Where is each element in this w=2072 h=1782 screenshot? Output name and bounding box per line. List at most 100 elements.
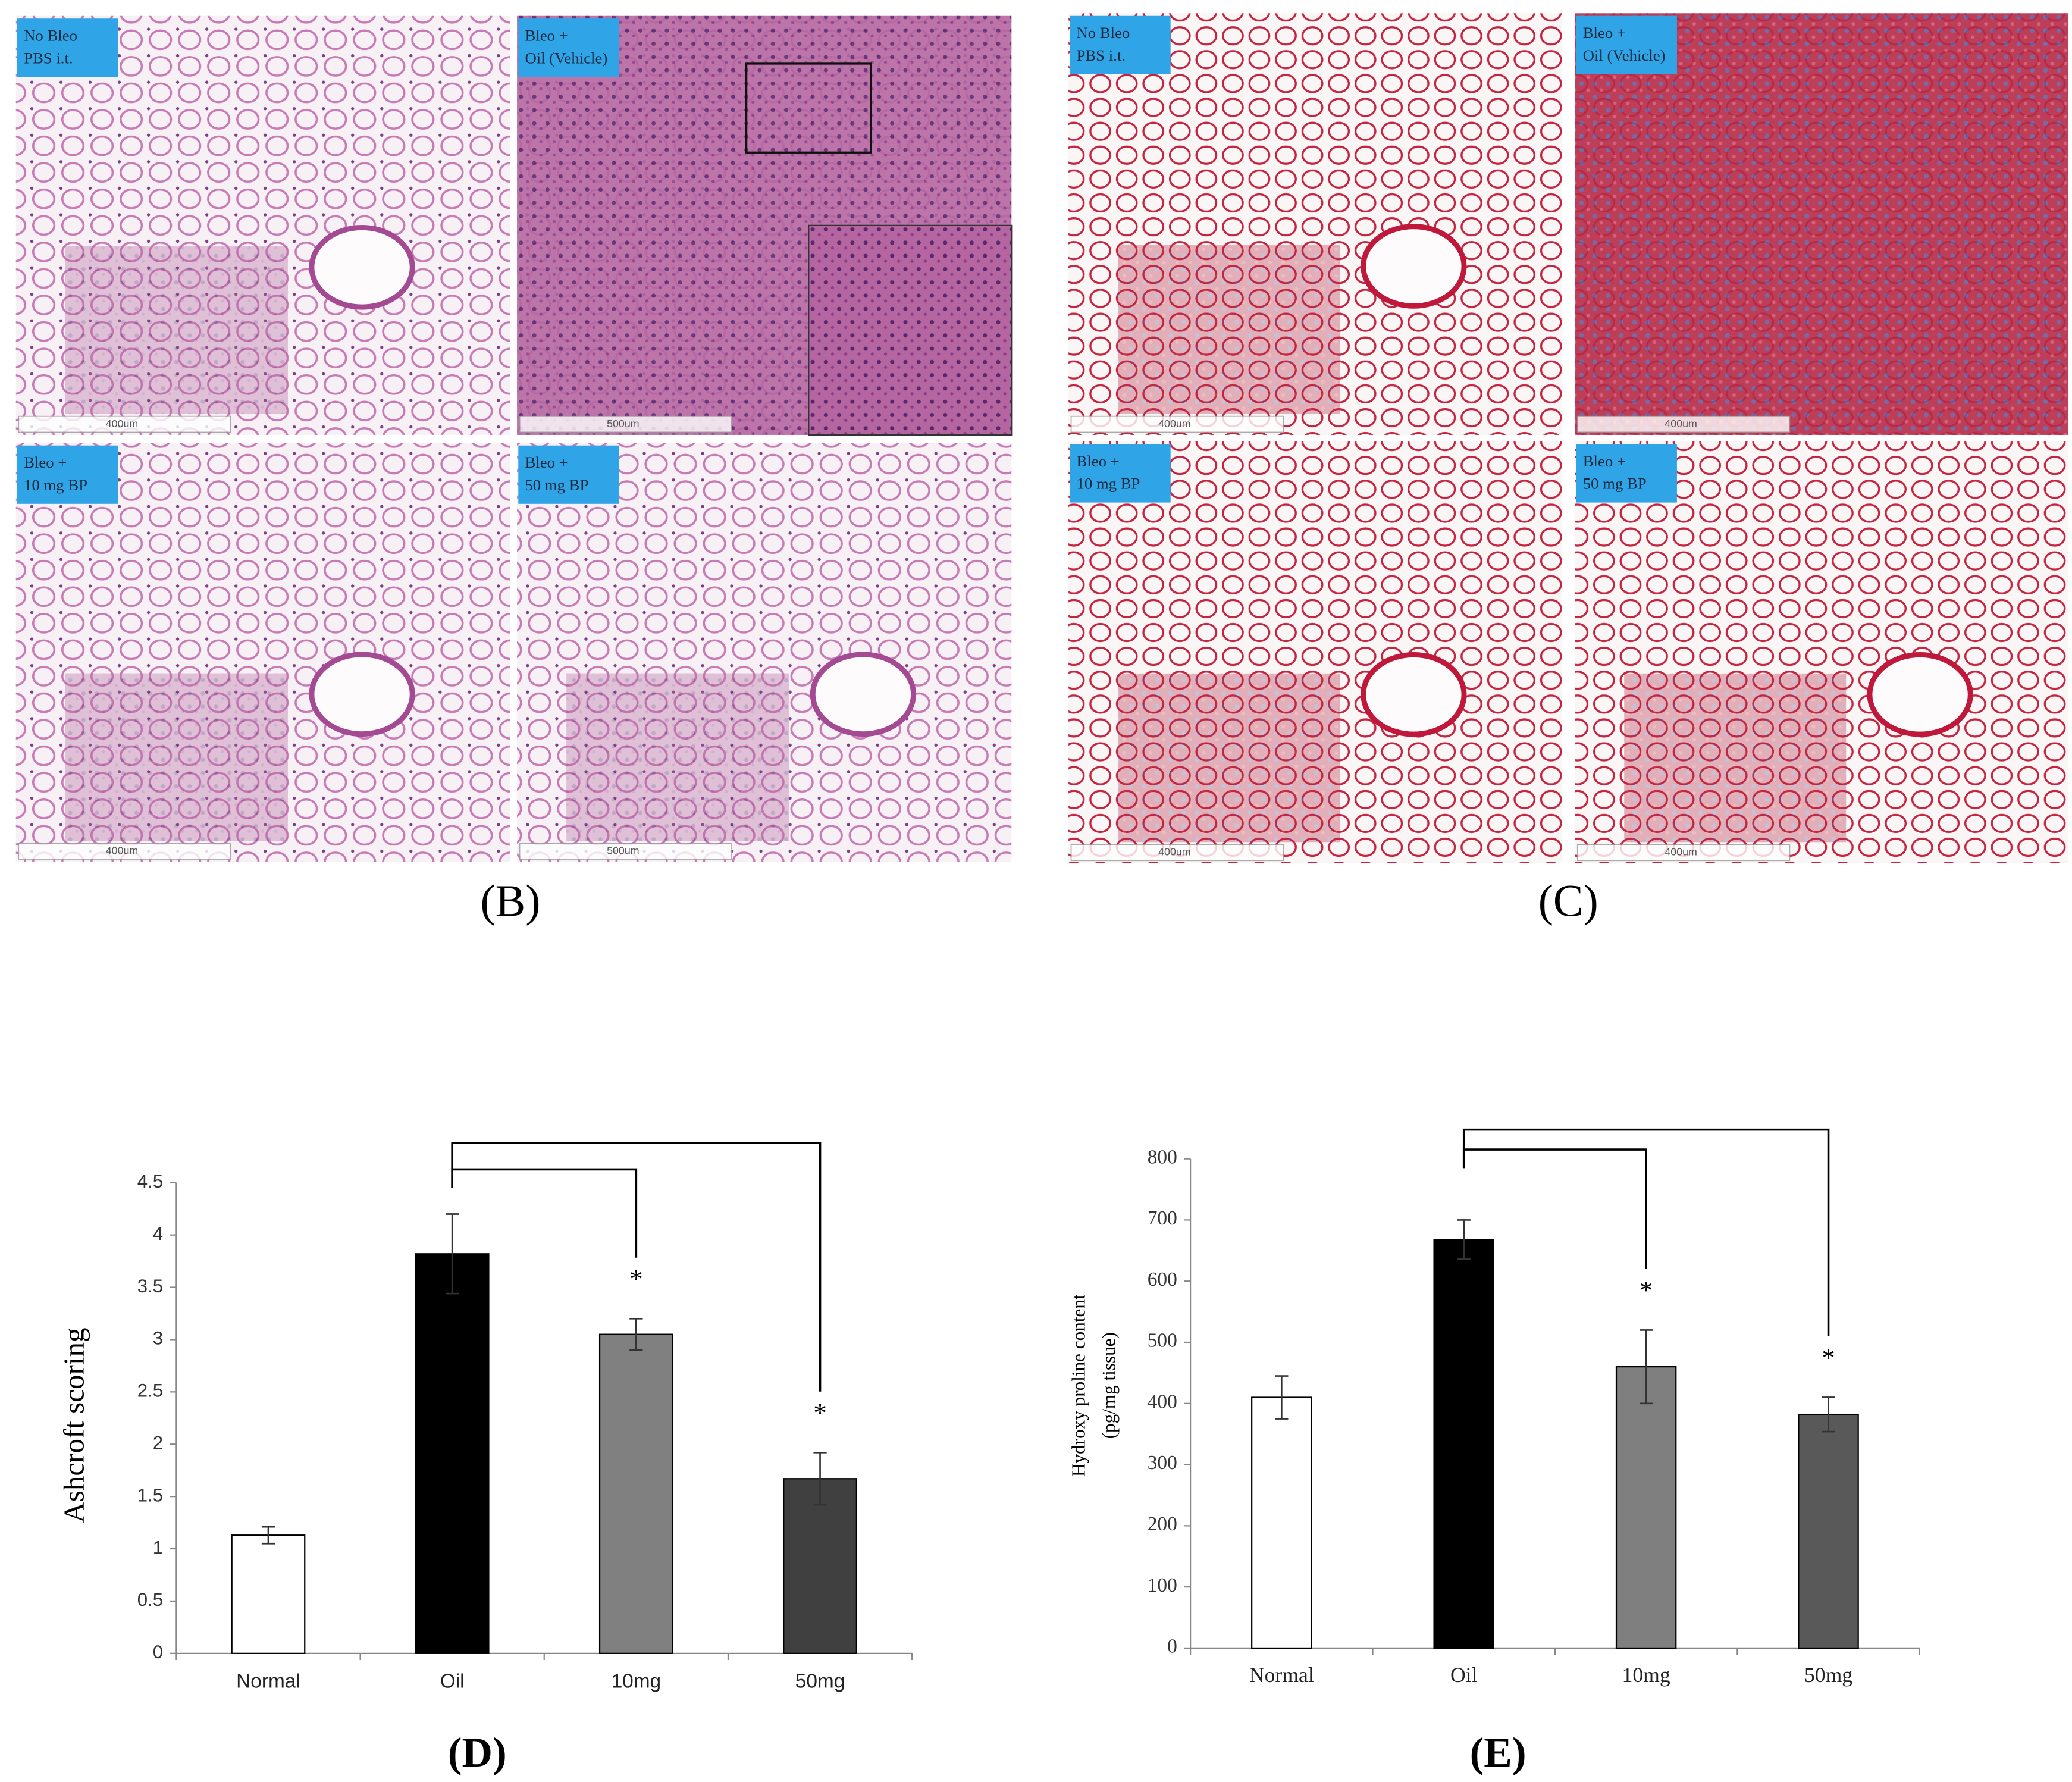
label-box <box>1576 444 1677 503</box>
label-box <box>1070 444 1171 503</box>
bar <box>783 1478 857 1654</box>
panel-label: Oil (Vehicle) <box>525 49 607 67</box>
bar <box>1798 1414 1859 1649</box>
chart-caption: (E) <box>1470 1729 1526 1776</box>
tissue-region <box>1624 673 1847 843</box>
scale-bar <box>1576 844 1791 862</box>
scale-bar <box>1070 844 1284 862</box>
panel-label: Bleo + <box>1583 452 1626 470</box>
y-tick-label: 0 <box>153 1642 163 1662</box>
bracket <box>1462 1128 1830 1336</box>
airway <box>810 652 917 737</box>
airway <box>1361 224 1467 309</box>
panel-label: Bleo + <box>525 27 568 45</box>
y-tick-label: 3.5 <box>137 1276 163 1296</box>
panel-label: No Bleo <box>24 27 77 45</box>
scale-label: 400um <box>1158 846 1190 858</box>
scale-label: 400um <box>1665 846 1697 858</box>
y-tick-label: 0.5 <box>137 1589 163 1610</box>
x-tick-label: Oil <box>1450 1663 1478 1687</box>
label-box <box>17 18 118 77</box>
scale-bar <box>18 415 231 433</box>
x-tick-label: 50mg <box>795 1671 845 1693</box>
scale-label: 400um <box>1158 418 1190 430</box>
panel-label: Bleo + <box>24 453 67 471</box>
label-box <box>17 445 118 504</box>
y-axis-label: Ashcroft scoring <box>57 1328 90 1523</box>
y-tick-label: 2 <box>153 1432 163 1453</box>
significance: * <box>813 1398 826 1427</box>
x-tick-label: 10mg <box>1622 1663 1670 1687</box>
panel-label: 50 mg BP <box>525 476 588 494</box>
bar <box>1251 1396 1312 1649</box>
tissue-region <box>566 673 789 841</box>
label-box <box>1070 15 1171 74</box>
airway <box>309 652 415 737</box>
y-tick-label: 200 <box>1148 1513 1177 1535</box>
y-tick-label: 100 <box>1148 1574 1177 1596</box>
tissue-region <box>65 246 288 414</box>
airway <box>1361 652 1467 737</box>
y-tick-label: 700 <box>1148 1207 1177 1229</box>
panel-caption: (B) <box>480 876 540 926</box>
airway <box>1867 652 1973 737</box>
y-tick-label: 500 <box>1148 1330 1177 1352</box>
bar <box>1615 1366 1677 1649</box>
y-tick-label: 400 <box>1148 1390 1177 1413</box>
panel-caption: (C) <box>1538 876 1598 926</box>
scale-label: 500um <box>607 418 639 430</box>
y-tick-label: 2.5 <box>137 1380 163 1401</box>
bracket <box>451 1168 638 1258</box>
panel-label: Oil (Vehicle) <box>1583 46 1666 64</box>
y-tick-label: 1.5 <box>137 1485 163 1505</box>
y-tick-label: 300 <box>1148 1452 1177 1474</box>
panel-label: Bleo + <box>1583 24 1626 42</box>
y-tick-label: 1 <box>153 1537 163 1558</box>
airway <box>309 224 415 310</box>
y-axis-label: Hydroxy proline content <box>1068 1294 1089 1477</box>
significance: * <box>1822 1342 1835 1372</box>
tissue-region <box>1117 673 1340 843</box>
scale-bar <box>519 843 732 860</box>
y-tick-label: 4 <box>153 1223 163 1244</box>
chart-caption: (D) <box>448 1729 507 1776</box>
tissue-dense <box>1575 13 2068 435</box>
panel-label: PBS i.t. <box>1076 46 1125 64</box>
y-tick-label: 4.5 <box>137 1171 163 1192</box>
scale-label: 400um <box>106 844 138 856</box>
inset-marker <box>745 62 872 154</box>
x-tick-label: 50mg <box>1804 1663 1852 1687</box>
bar <box>415 1253 490 1654</box>
panel-label: Bleo + <box>1076 452 1119 470</box>
scale-bar <box>519 415 732 433</box>
panel-label: PBS i.t. <box>24 49 73 67</box>
inset <box>808 224 1013 436</box>
scale-label: 500um <box>607 844 639 856</box>
bar <box>598 1333 673 1654</box>
scale-bar <box>18 843 231 860</box>
bar <box>231 1534 306 1654</box>
x-tick-label: Normal <box>236 1671 300 1693</box>
label-box <box>518 18 619 77</box>
y-axis-label: (pg/mg tissue) <box>1099 1332 1120 1439</box>
y-tick-label: 3 <box>153 1328 163 1349</box>
x-tick-label: Oil <box>440 1671 465 1693</box>
tissue-region <box>65 673 288 841</box>
bar <box>1433 1239 1494 1649</box>
panel-label: 10 mg BP <box>1076 475 1140 493</box>
panel-label: 50 mg BP <box>1583 475 1647 493</box>
y-tick-label: 800 <box>1148 1146 1177 1168</box>
x-tick-label: 10mg <box>612 1671 662 1693</box>
bracket <box>451 1142 822 1392</box>
y-tick-label: 600 <box>1148 1269 1177 1291</box>
x-tick-label: Normal <box>1249 1663 1314 1687</box>
tissue-region <box>1117 245 1340 414</box>
label-box <box>518 445 619 504</box>
y-tick-label: 0 <box>1167 1636 1177 1658</box>
significance: * <box>1640 1275 1653 1305</box>
panel-label: 10 mg BP <box>24 476 87 494</box>
significance: * <box>629 1264 642 1294</box>
label-box <box>1576 15 1677 74</box>
